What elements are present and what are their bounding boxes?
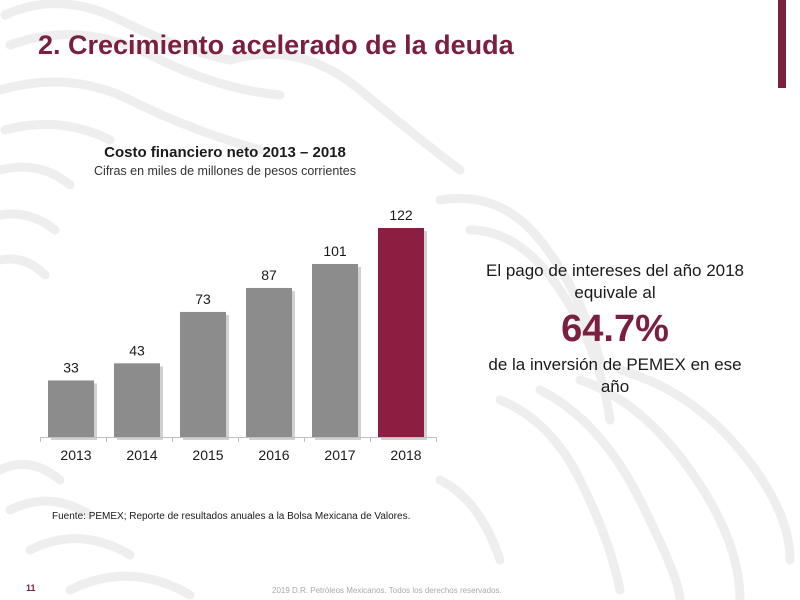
callout-line-2: equivale al xyxy=(574,283,656,302)
bar xyxy=(180,311,226,437)
x-tick-label: 2014 xyxy=(126,447,157,463)
callout: El pago de intereses del año 2018 equiva… xyxy=(450,260,780,398)
chart-title: Costo financiero neto 2013 – 2018 xyxy=(104,144,346,161)
x-tick-label: 2016 xyxy=(258,447,289,463)
callout-line-4: año xyxy=(600,377,630,396)
x-tick-label: 2015 xyxy=(192,447,223,463)
bar xyxy=(48,380,94,437)
source-note: Fuente: PEMEX; Reporte de resultados anu… xyxy=(52,511,411,522)
x-tick-label: 2017 xyxy=(324,447,355,463)
accent-bar xyxy=(778,0,786,88)
bar xyxy=(312,263,358,437)
data-label: 101 xyxy=(323,243,347,259)
chart-subtitle: Cifras en miles de millones de pesos cor… xyxy=(94,164,356,178)
copyright-note: 2019 D.R. Petróleos Mexicanos. Todos los… xyxy=(272,586,502,595)
x-tick-label: 2013 xyxy=(60,447,91,463)
bar xyxy=(246,287,292,437)
data-label: 43 xyxy=(129,342,145,358)
callout-line-3: de la inversión de PEMEX en ese xyxy=(488,355,742,374)
bar xyxy=(114,363,160,437)
slide-title: 2. Crecimiento acelerado de la deuda xyxy=(38,30,514,60)
bar xyxy=(378,228,424,437)
callout-line-1: El pago de intereses del año 2018 xyxy=(485,261,745,280)
callout-value: 64.7% xyxy=(561,308,669,350)
data-label: 33 xyxy=(63,359,79,375)
x-tick-label: 2018 xyxy=(390,447,421,463)
data-label: 122 xyxy=(389,207,413,223)
data-label: 73 xyxy=(195,291,211,307)
data-label: 87 xyxy=(261,267,277,283)
page-number: 11 xyxy=(26,583,36,593)
